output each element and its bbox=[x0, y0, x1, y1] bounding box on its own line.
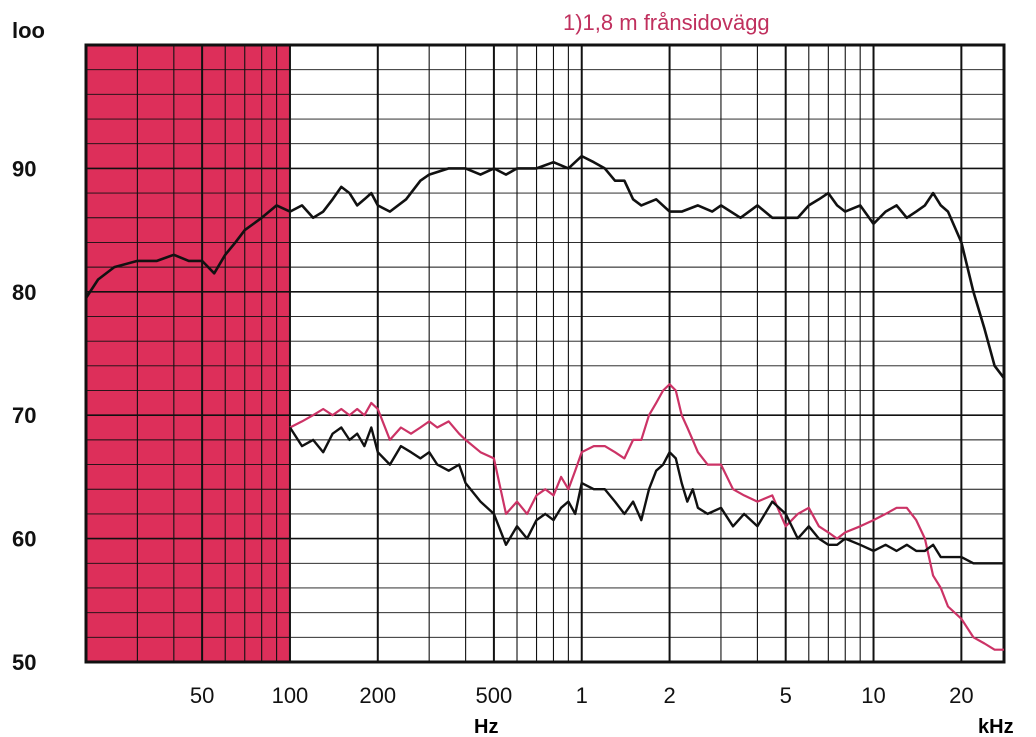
x-tick-label: 50 bbox=[190, 683, 214, 708]
x-tick-label: 500 bbox=[476, 683, 513, 708]
x-tick-label: 2 bbox=[663, 683, 675, 708]
x-tick-label: 5 bbox=[780, 683, 792, 708]
y-tick-label: 50 bbox=[12, 650, 36, 675]
shaded-low-frequency-region bbox=[86, 45, 290, 662]
series-line-off_axis_black bbox=[288, 426, 1004, 565]
chart-grid bbox=[85, 44, 1004, 663]
series-line-off_axis_red bbox=[289, 383, 1004, 651]
plot-frame bbox=[84, 43, 1006, 664]
x-tick-labels: 50 100 200 500 1 2 5 10 20 bbox=[190, 683, 974, 708]
x-tick-label: 20 bbox=[949, 683, 973, 708]
y-tick-label: loo bbox=[12, 18, 45, 43]
x-unit-hz: Hz bbox=[474, 716, 498, 737]
series-line-on_axis bbox=[84, 154, 1006, 379]
y-tick-labels: 50 60 70 80 90 loo bbox=[12, 18, 45, 675]
y-tick-label: 60 bbox=[12, 527, 36, 552]
x-tick-label: 200 bbox=[359, 683, 396, 708]
y-tick-label: 90 bbox=[12, 156, 36, 181]
x-tick-label: 1 bbox=[576, 683, 588, 708]
x-tick-label: 10 bbox=[861, 683, 885, 708]
x-tick-label: 100 bbox=[272, 683, 309, 708]
chart-note: 1)1,8 m frånsidovägg bbox=[563, 10, 770, 35]
y-tick-label: 80 bbox=[12, 280, 36, 305]
y-tick-label: 70 bbox=[12, 403, 36, 428]
curves bbox=[84, 154, 1006, 651]
x-unit-khz: kHz bbox=[978, 716, 1014, 737]
